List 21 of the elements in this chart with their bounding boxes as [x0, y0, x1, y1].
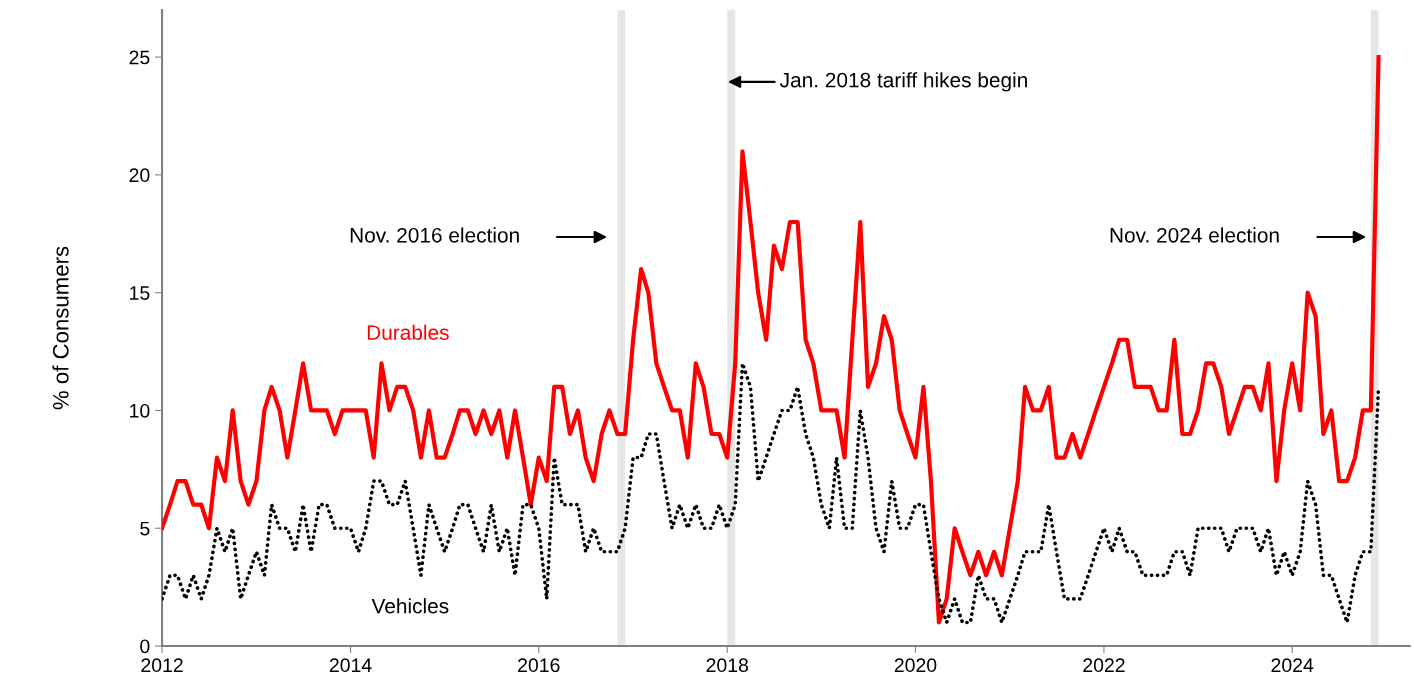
line-series [162, 55, 1381, 625]
y-tick-label: 20 [129, 168, 150, 183]
annotation: Jan. 2018 tariff hikes begin [779, 72, 1027, 92]
y-tick-label: 15 [130, 286, 150, 300]
series-label: Vehicles [371, 598, 449, 614]
y-tick-label: 5 [140, 521, 150, 536]
x-tick-label: 2016 [518, 658, 560, 673]
x-tick-label: 2020 [894, 658, 937, 673]
y-tick-label: 10 [130, 403, 150, 418]
x-tick-label: 2014 [329, 658, 372, 673]
annotation: Nov. 2016 election [350, 227, 519, 243]
x-tick-label: 2024 [1271, 658, 1314, 673]
y-tick-label: 25 [129, 50, 150, 65]
annotation: Nov. 2024 election [1110, 227, 1279, 243]
x-tick-label: 2022 [1083, 658, 1125, 673]
y-tick-label: 0 [140, 639, 150, 654]
x-tick-label: 2012 [141, 658, 183, 673]
y-axis-title: % of Consumers [52, 246, 69, 410]
x-tick-label: 2018 [706, 658, 749, 673]
line-series [162, 361, 1381, 625]
series-label: Durables [367, 324, 449, 340]
